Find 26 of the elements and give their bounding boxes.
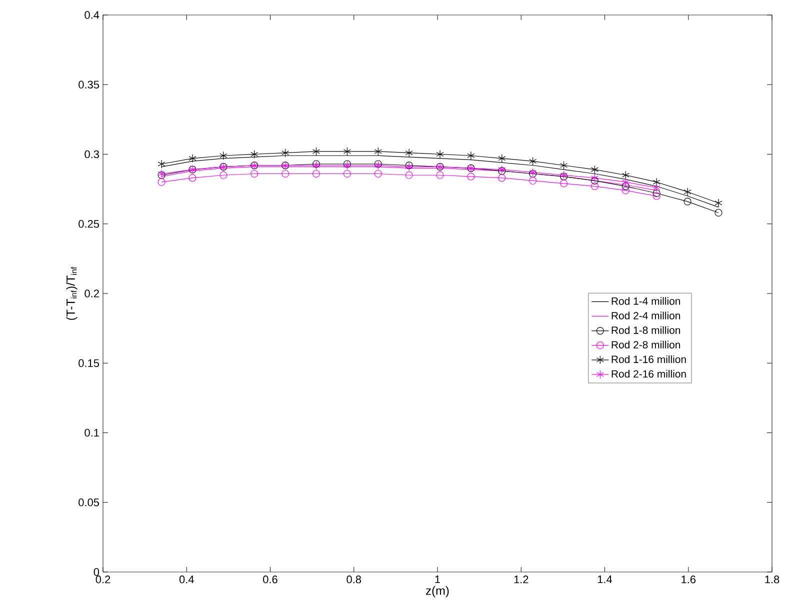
y-tick-label: 0.1	[84, 428, 99, 437]
y-axis-title: (T-T$_{inf}$)/T$_{inf}$	[66, 266, 78, 320]
legend-label: Rod 1-8 million	[612, 326, 680, 334]
y-tick-label: 0.3	[84, 150, 99, 158]
x-tick-label: 0.8	[346, 576, 362, 584]
x-tick-label: 1.8	[765, 576, 780, 584]
y-tick-label: 0.25	[78, 220, 100, 228]
x-tick-label: 0.6	[263, 576, 278, 584]
legend-label: Rod 2-16 million	[612, 370, 686, 378]
y-tick-label: 0.05	[78, 498, 100, 506]
x-axis-title: z(m)	[426, 586, 449, 598]
y-tick-label: 0.4	[84, 11, 100, 19]
x-tick-label: 1	[435, 576, 440, 584]
x-tick-label: 1.4	[598, 576, 612, 584]
legend-label: Rod 1-16 million	[612, 355, 686, 364]
x-tick-label: 1.2	[514, 576, 528, 584]
legend-label: Rod 1-4 million	[612, 297, 680, 305]
x-tick-label: 1.6	[682, 576, 696, 584]
y-tick-label: 0.35	[78, 80, 100, 88]
y-tick-label: 0	[94, 568, 100, 576]
x-tick-label: 0.4	[179, 576, 194, 584]
legend-label: Rod 2-4 million	[612, 312, 680, 320]
legend-label: Rod 2-8 million	[612, 340, 680, 348]
y-tick-label: 0.15	[78, 359, 100, 368]
x-tick-label: 0.2	[96, 576, 110, 584]
y-tick-label: 0.2	[84, 290, 99, 298]
